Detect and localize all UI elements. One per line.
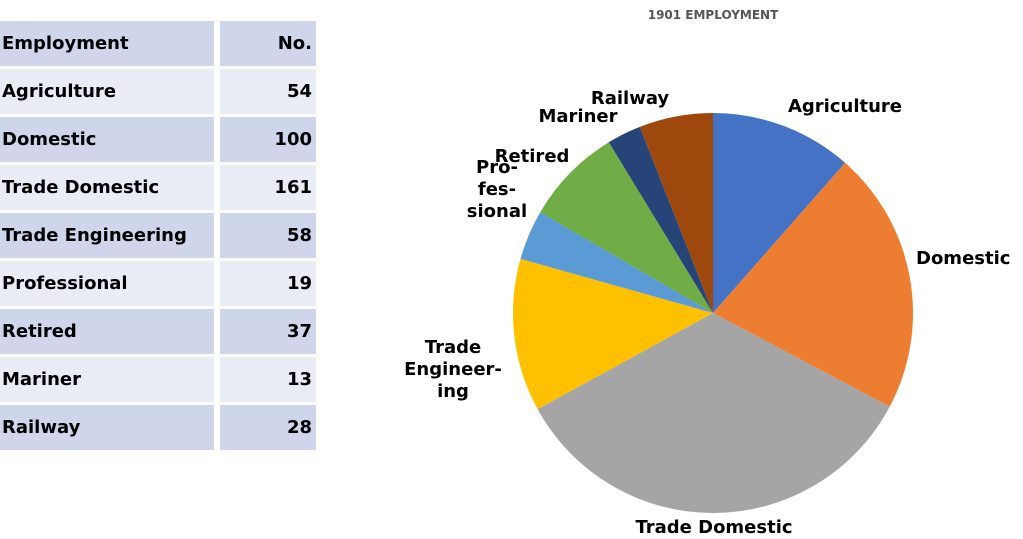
pie-label-line: ing [437,381,469,402]
pie-label-trade-engineering: Trade Engineer-ing [404,337,502,402]
pie-label-line: Retired [495,146,570,167]
table-header-row: Employment No. [0,21,316,69]
row-employment-count: 58 [217,211,316,261]
pie-slice-mariner [608,126,713,313]
pie-label-agriculture: Agriculture [788,96,902,117]
table-row: Retired 37 [0,307,316,357]
pie-label-line: Railway [591,88,670,109]
header-employment: Employment [0,21,220,69]
row-employment-count: 54 [217,67,316,117]
pie-label-railway: Railway [591,88,670,109]
row-employment-name: Retired [0,307,220,357]
row-employment-name: Railway [0,403,220,453]
row-employment-count: 161 [217,163,316,213]
pie-slice-domestic [713,162,913,407]
table-row: Railway 28 [0,403,316,453]
table-row: Mariner 13 [0,355,316,405]
row-employment-count: 19 [217,259,316,309]
pie-label-line: Mariner [538,106,617,127]
pie-slice-trade-domestic [537,313,890,514]
pie-slice-trade-engineering [512,258,713,410]
pie-slice-railway [639,113,713,313]
row-employment-count: 37 [217,307,316,357]
pie-label-line: Trade Domestic [635,517,792,538]
pie-label-line: Agriculture [788,96,902,117]
row-employment-name: Domestic [0,115,220,165]
row-employment-name: Professional [0,259,220,309]
row-employment-count: 13 [217,355,316,405]
row-employment-count: 28 [217,403,316,453]
pie-slice-professional [520,212,713,313]
pie-slice-retired [540,142,713,313]
row-employment-name: Mariner [0,355,220,405]
pie-slices [512,113,913,514]
employment-table: Employment No. Agriculture 54 Domestic 100 T… [0,21,316,453]
pie-label-trade-domestic: Trade Domestic [635,517,792,538]
pie-label-line: Engineer- [404,359,502,380]
pie-label-retired: Retired [495,146,570,167]
chart-title: 1901 EMPLOYMENT [648,8,779,22]
pie-label-professional: Pro-fes-sional [467,157,527,222]
row-employment-name: Agriculture [0,67,220,117]
pie-label-domestic: Domestic [916,248,1010,269]
pie-label-line: Pro- [476,157,518,178]
row-employment-count: 100 [217,115,316,165]
table-row: Domestic 100 [0,115,316,165]
pie-label-mariner: Mariner [538,106,617,127]
row-employment-name: Trade Domestic [0,163,220,213]
pie-label-line: Trade [425,337,481,358]
pie-slice-agriculture [713,113,846,313]
pie-label-line: fes- [478,179,516,200]
table-row: Agriculture 54 [0,67,316,117]
table-row: Trade Engineering 58 [0,211,316,261]
pie-labels: Agriculture Domestic Trade Domestic Trade En… [404,88,1010,538]
pie-label-line: sional [467,201,527,222]
row-employment-name: Trade Engineering [0,211,220,261]
table-row: Professional 19 [0,259,316,309]
header-count: No. [217,21,316,69]
table-row: Trade Domestic 161 [0,163,316,213]
pie-label-line: Domestic [916,248,1010,269]
